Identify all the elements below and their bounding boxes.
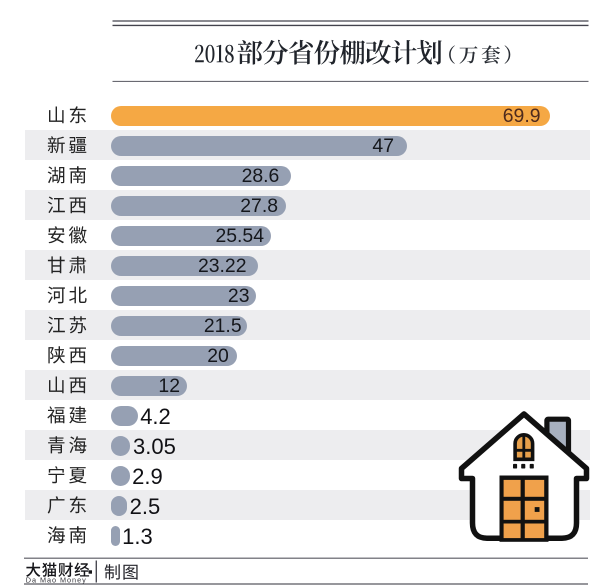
svg-text:Da Mao Money: Da Mao Money — [26, 575, 87, 584]
